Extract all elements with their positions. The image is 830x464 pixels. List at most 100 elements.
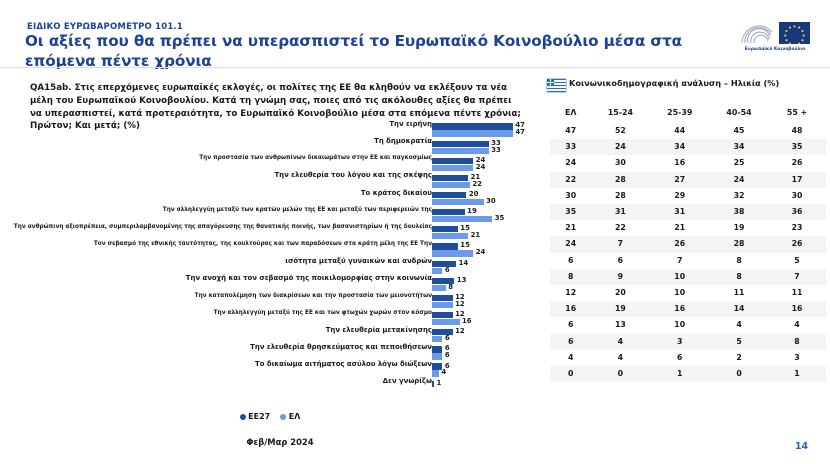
chart-row: Την ανθρώπινη αξιοπρέπεια, συμπεριλαμβαν…	[0, 223, 540, 241]
table-cell: 23	[791, 223, 803, 233]
question-text: QA15ab. Στις επερχόμενες ευρωπαϊκές εκλο…	[30, 83, 521, 132]
chart-row-label: Τη δημοκρατία	[374, 137, 432, 146]
table-cell: 5	[736, 336, 742, 346]
chart-row-bars: 12 12	[432, 292, 540, 309]
table-cell: 14	[733, 304, 745, 314]
survey-eyebrow: ΕΙΔΙΚΟ ΕΥΡΩΒΑΡΟΜΕΤΡΟ 101.1	[27, 22, 183, 32]
table-cell: 34	[733, 142, 745, 152]
bar-value-label: 6	[444, 344, 450, 353]
table-cell: 6	[567, 336, 574, 346]
legend-label: ΕΛ	[288, 412, 301, 421]
bar-value-label: 8	[448, 282, 454, 291]
bar-ee27	[432, 329, 453, 336]
bar-ελ	[432, 216, 493, 223]
table-cell: 6	[617, 255, 624, 265]
bar-value-label: 6	[444, 265, 450, 274]
table-cell: 28	[614, 190, 626, 200]
table-cell: 7	[676, 255, 683, 265]
bar-ee27	[432, 140, 489, 147]
chart-row-label: Την ανθρώπινη αξιοπρέπεια, συμπεριλαμβαν…	[13, 223, 432, 230]
bar-ee27	[432, 209, 465, 216]
chart-row-label: Την ελευθερία του λόγου και της σκέψης	[274, 171, 432, 180]
table-cell: 6	[567, 255, 574, 265]
bar-value-label: 24	[475, 248, 486, 257]
bar-value-label: 33	[491, 138, 501, 147]
bar-ee27	[432, 346, 443, 353]
table-column-header: 55 +	[786, 108, 808, 117]
bar-ελ	[432, 301, 453, 309]
table-row: 22 28 27 24 17	[550, 171, 826, 188]
bar-ελ	[432, 164, 474, 171]
table-cell: 2	[736, 352, 742, 362]
table-column-header: 15-24	[607, 108, 633, 117]
bar-value-label: 47	[515, 128, 525, 137]
table-cell: 17	[791, 174, 803, 184]
bar-ee27	[432, 260, 457, 267]
table-cell: 0	[736, 369, 742, 379]
bar-chart: Την ειρήνη 47 47 Τη δημοκρατία 33 33 Την προστ…	[0, 120, 540, 407]
page-title: Οι αξίες που θα πρέπει να υπερασπιστεί τ…	[25, 32, 683, 71]
table-row: 47 52 44 45 48	[550, 123, 826, 140]
chart-row-bars: 13 8	[432, 275, 540, 291]
chart-row: ισότητα μεταξύ γυναικών και ανδρών 14 6	[0, 257, 540, 275]
table-cell: 25	[733, 158, 745, 168]
bar-ee27	[432, 312, 453, 319]
table-row: 16 19 16 14 16	[550, 301, 826, 318]
bar-value-label: 16	[462, 317, 472, 326]
bar-value-label: 13	[456, 275, 467, 284]
table-cell: 26	[674, 239, 686, 249]
age-breakdown-table: ΕΛ 15-24 25-39 40-54 55 + 47 52 44 45 48 33 24 34 34…	[550, 106, 826, 383]
chart-row-label: Δεν γνωρίζω	[382, 377, 432, 386]
chart-row-label: ισότητα μεταξύ γυναικών και ανδρών	[285, 257, 432, 266]
chart-row: Την ανοχή και τον σεβασμό της ποικιλομορ…	[0, 275, 540, 292]
table-row: 12 20 10 11 11	[550, 285, 826, 302]
sociodemographic-panel: Κοινωνικοδημογραφική ανάλυση – Ηλικία (%…	[545, 78, 830, 383]
bar-value-label: 1	[436, 378, 442, 387]
table-row: 24 7 26 28 26	[550, 236, 826, 253]
table-cell: 30	[565, 190, 577, 200]
bar-value-label: 12	[455, 292, 465, 301]
bar-ελ	[432, 181, 470, 189]
table-cell: 35	[791, 142, 803, 152]
table-cell: 21	[565, 223, 577, 233]
chart-row: Την καταπολέμηση των διακρίσεων και την …	[0, 292, 540, 310]
table-cell: 26	[791, 158, 803, 168]
eu-flag-icon	[779, 22, 810, 46]
chart-row: Την προστασία των ανθρωπίνων δικαιωμάτων…	[0, 155, 540, 172]
table-cell: 5	[794, 255, 800, 265]
table-cell: 13	[614, 320, 626, 330]
table-cell: 16	[791, 304, 803, 314]
legend-item[interactable]: ΕΛ	[280, 412, 300, 421]
table-row: 21 22 21 19 23	[550, 220, 826, 237]
bar-ελ	[432, 233, 469, 240]
hemicycle-icon	[741, 25, 773, 44]
table-cell: 1	[676, 369, 683, 379]
table-row: 24 30 16 25 26	[550, 155, 826, 172]
table-cell: 35	[565, 207, 577, 217]
table-cell: 26	[791, 239, 803, 249]
table-row: 30 28 29 32 30	[550, 187, 826, 205]
legend-item[interactable]: EE27	[239, 412, 270, 421]
bar-ελ	[432, 353, 443, 360]
table-body: 47 52 44 45 48 33 24 34 34 35 24 30 16 25 26 22 28 27 24 17…	[550, 123, 826, 383]
chart-row: Το κράτος δικαίου 20 30	[0, 188, 540, 207]
table-cell: 36	[791, 207, 803, 217]
table-cell: 31	[674, 207, 686, 217]
chart-row-bars: 33 33	[432, 138, 540, 154]
table-cell: 44	[674, 126, 686, 135]
table-cell: 0	[567, 369, 574, 379]
bar-value-label: 12	[455, 327, 465, 336]
table-cell: 11	[791, 288, 803, 298]
table-cell: 3	[676, 336, 683, 346]
chart-row-label: Το κράτος δικαίου	[360, 188, 432, 197]
table-cell: 28	[614, 174, 626, 184]
chart-row: Την ελευθερία θρησκεύματος και πεποιθήσε…	[0, 343, 540, 361]
table-row: 6 4 3 5 8	[550, 333, 826, 350]
table-cell: 33	[565, 142, 577, 152]
table-cell: 8	[794, 336, 800, 346]
bar-value-label: 12	[455, 299, 465, 308]
header-divider	[0, 67, 830, 68]
table-cell: 10	[674, 320, 686, 330]
table-cell: 22	[565, 174, 577, 184]
